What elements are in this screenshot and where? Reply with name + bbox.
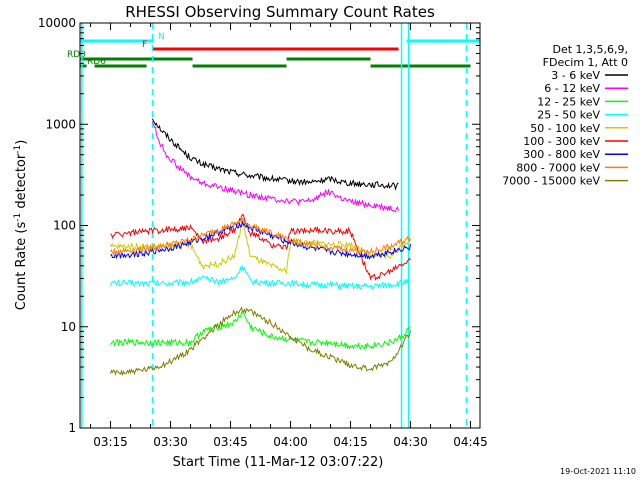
- x-axis-ticks: 03:15 03:30 03:45 04:00 04:15 04:30 04:45: [90, 23, 488, 449]
- y-axis-ticks: 1 10 100 1000 10000: [38, 16, 480, 435]
- y-tick-label-0: 1: [68, 421, 76, 435]
- series-line-3: [110, 264, 411, 291]
- legend-label-6: 300 - 800 keV: [523, 148, 600, 161]
- legend-label-3: 25 - 50 keV: [537, 109, 600, 122]
- series-line-1: [152, 121, 399, 213]
- y-tick-label-4: 10000: [38, 16, 76, 30]
- series-line-2: [110, 310, 411, 351]
- legend-label-4: 50 - 100 keV: [530, 122, 600, 135]
- x-tick-label-3: 04:00: [273, 435, 308, 449]
- y-axis-label: Count Rate (s-1 detector-1): [13, 140, 29, 311]
- x-tick-label-5: 04:30: [393, 435, 428, 449]
- legend-label-2: 12 - 25 keV: [537, 95, 600, 108]
- series-line-8: [110, 306, 411, 376]
- y-tick-label-1: 10: [61, 320, 76, 334]
- attenuator-vlines: [81, 23, 468, 428]
- flag-label-n: N: [158, 32, 165, 42]
- legend-label-1: 6 - 12 keV: [544, 82, 600, 95]
- x-axis-label: Start Time (11-Mar-12 03:07:22): [173, 455, 384, 470]
- series-line-0: [152, 118, 399, 191]
- legend-label-0: 3 - 6 keV: [551, 69, 600, 82]
- legend-label-7: 800 - 7000 keV: [516, 161, 600, 174]
- series-line-6: [110, 221, 411, 260]
- series-group: [110, 118, 411, 376]
- legend-header-line-2: FDecim 1, Att 0: [543, 56, 628, 69]
- legend-label-5: 100 - 300 keV: [523, 135, 600, 148]
- chart-title: RHESSI Observing Summary Count Rates: [125, 3, 435, 21]
- x-tick-label-4: 04:15: [333, 435, 368, 449]
- x-tick-label-1: 03:30: [153, 435, 188, 449]
- flag-label-f: F: [142, 40, 147, 50]
- y-tick-label-3: 1000: [45, 117, 76, 131]
- x-tick-label-6: 04:45: [453, 435, 488, 449]
- series-line-7: [110, 217, 411, 257]
- y-tick-label-2: 100: [53, 219, 76, 233]
- x-tick-label-2: 03:45: [213, 435, 248, 449]
- legend: Det 1,3,5,6,9, FDecim 1, Att 0 3 - 6 keV…: [502, 43, 628, 188]
- flag-label-rd0: RD0: [67, 50, 86, 60]
- timestamp: 19-Oct-2021 11:10: [560, 467, 636, 476]
- legend-label-8: 7000 - 15000 keV: [502, 175, 600, 188]
- x-tick-label-0: 03:15: [93, 435, 128, 449]
- legend-header-line-1: Det 1,3,5,6,9,: [552, 43, 628, 56]
- flag-label-rd6: RD6: [87, 57, 106, 67]
